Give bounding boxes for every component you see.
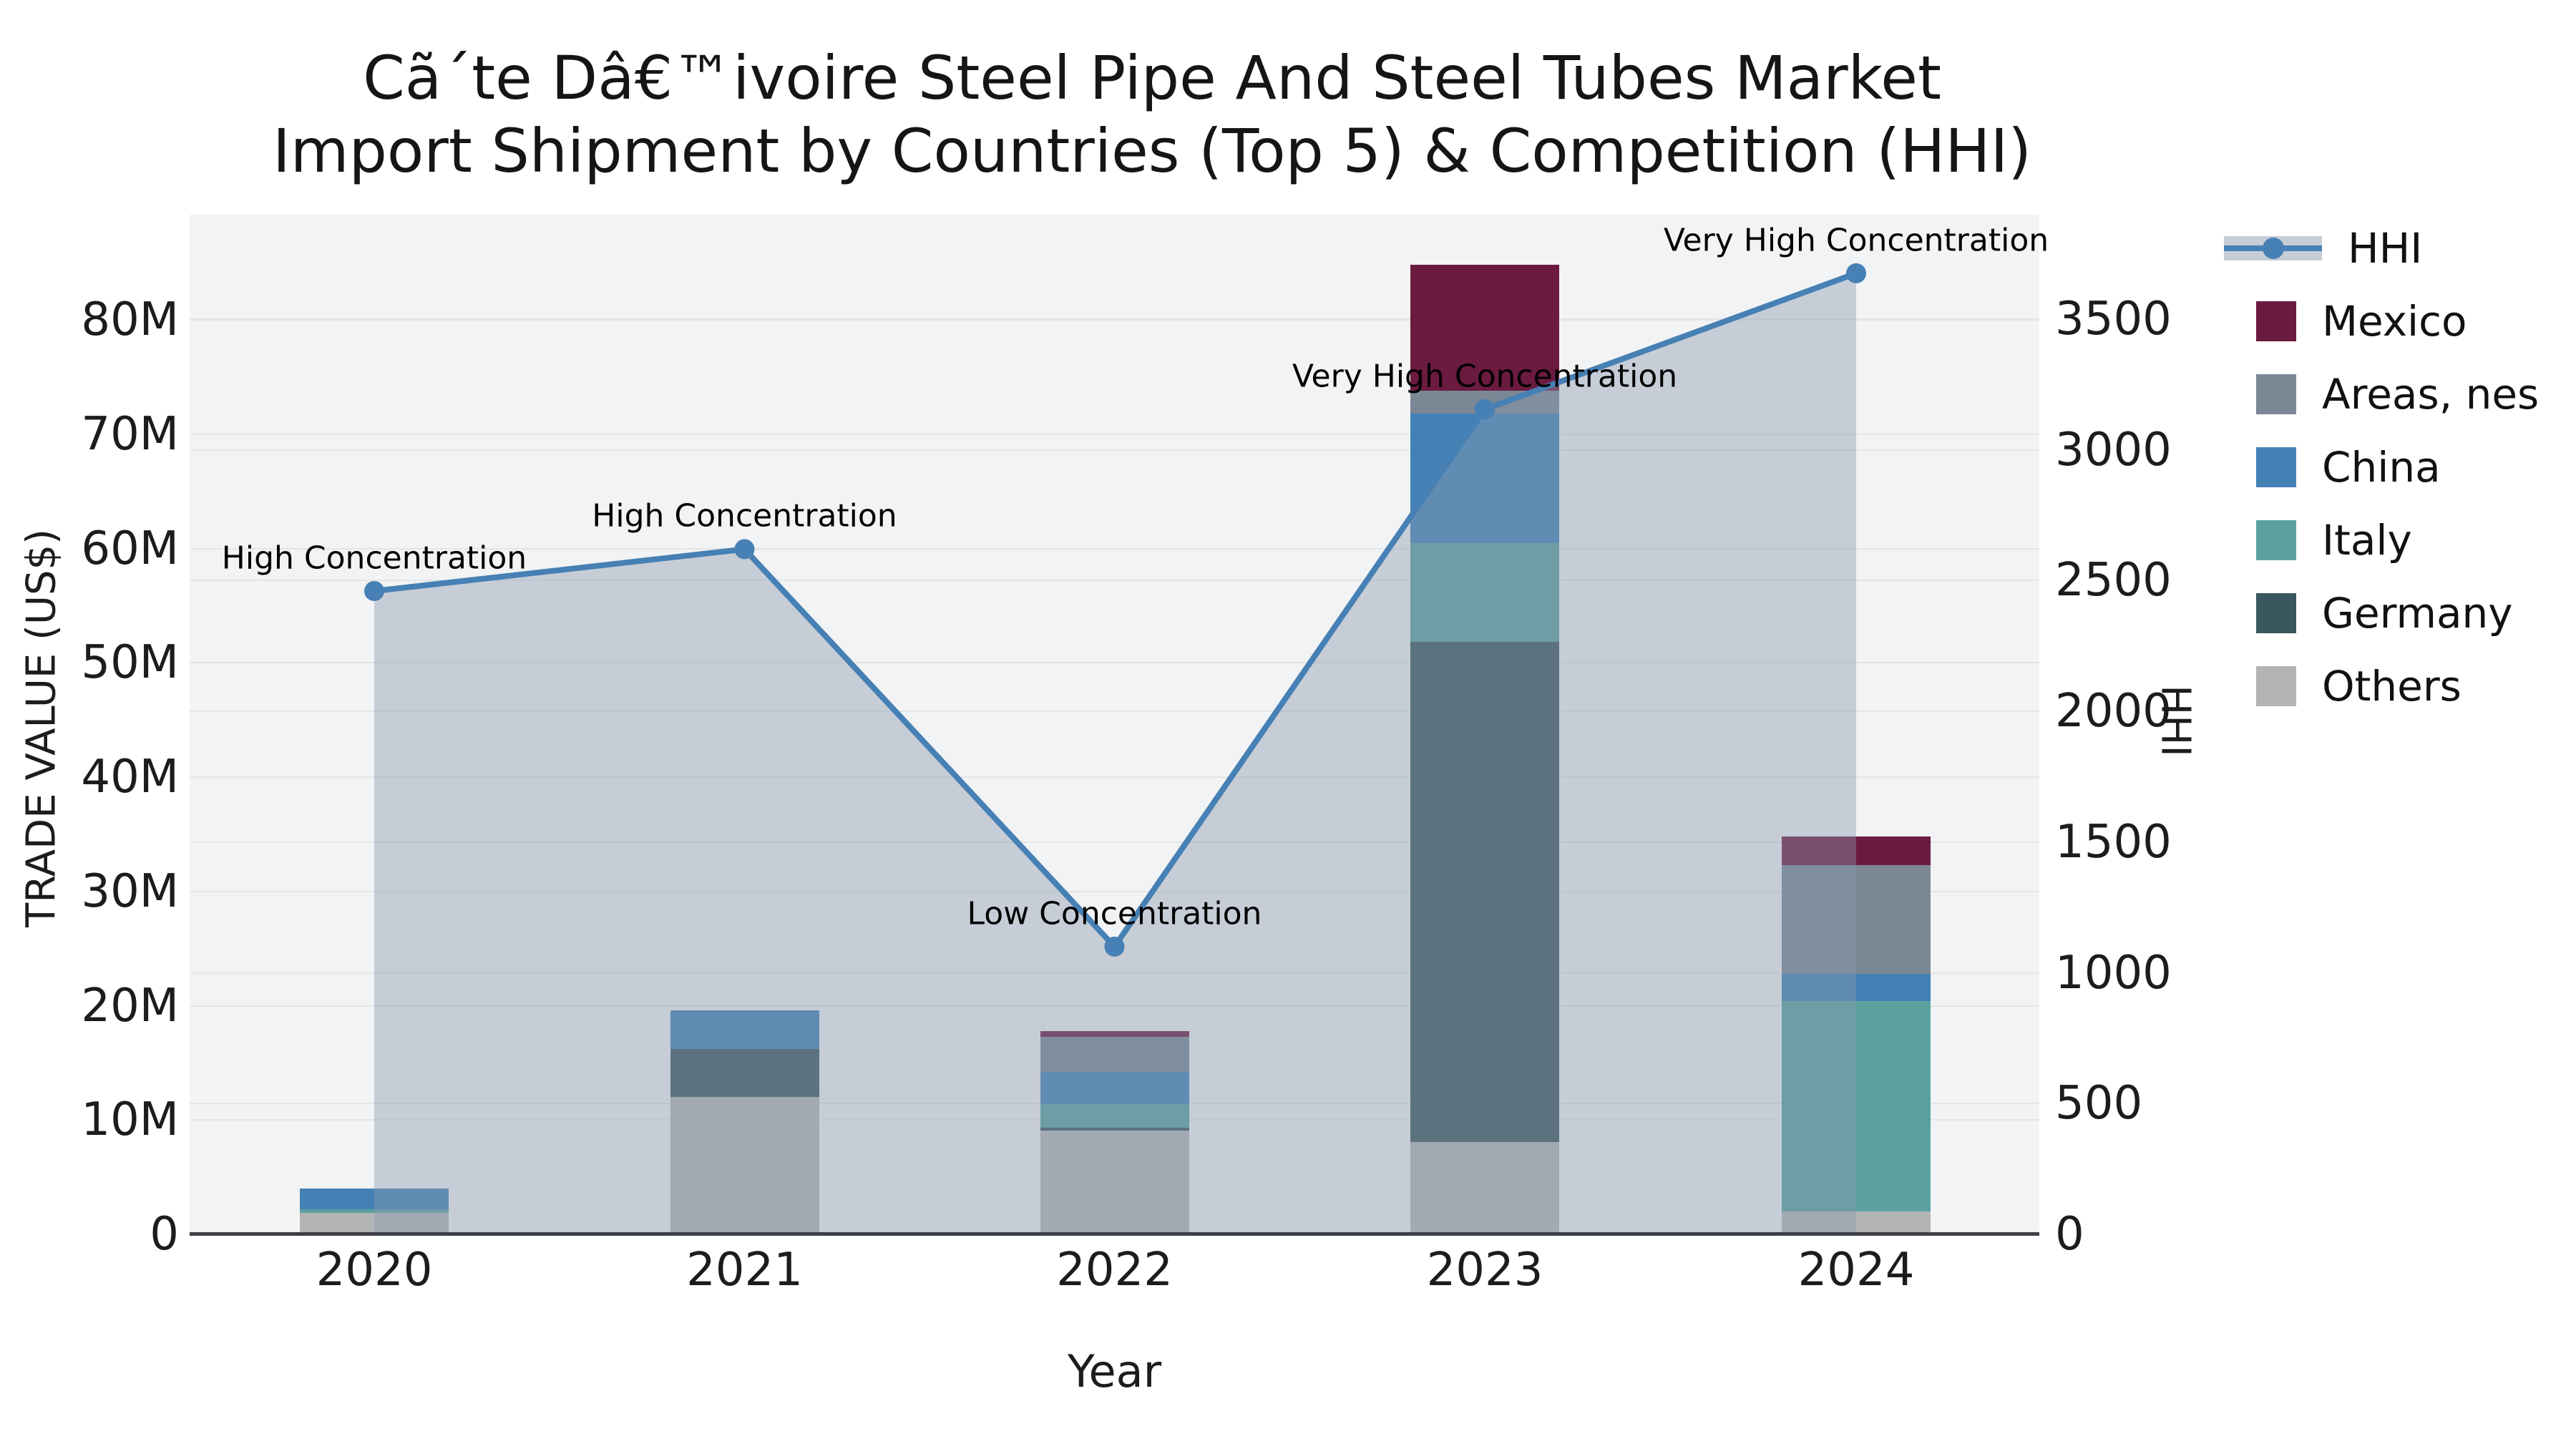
legend-label-others: Others [2322,662,2462,711]
bar-segment-2020-china [300,1189,449,1209]
legend-item-others: Others [2224,653,2462,720]
plot-area: High Concentration High Concentration Low … [190,215,2049,1236]
bar-segment-2024-italy [1782,1001,1931,1212]
x-tick-2022: 2022 [1056,1244,1173,1297]
legend-swatch-germany [2256,593,2296,633]
legend-hhi-marker-dot [2262,238,2284,259]
gridline-hhi-3500 [190,318,2039,320]
bar-segment-2022-others [1040,1130,1189,1234]
gridline-hhi-3000 [190,449,2039,451]
legend-item-hhi: HHI [2224,215,2422,282]
y-left-tick-20M: 20M [81,979,179,1033]
bar-segment-2022-areas-nes [1040,1036,1189,1073]
bar-segment-2023-others [1410,1141,1559,1234]
y-left-tick-10M: 10M [81,1093,179,1147]
bar-segment-2020-italy [300,1209,449,1213]
bar-segment-2024-others [1782,1211,1931,1234]
annotation-2022: Low Concentration [967,895,1262,932]
bar-segment-2021-china [670,1010,819,1050]
gridline-trade-70 [190,433,2039,435]
legend-label-areas-nes: Areas, nes [2322,370,2540,419]
gridline-trade-30 [190,890,2039,892]
chart-title-line1: Cã´te Dâ€™ivoire Steel Pipe And Steel Tu… [363,43,1941,113]
y-left-tick-60M: 60M [81,522,179,575]
bar-segment-2024-areas-nes [1782,865,1931,974]
y-left-tick-30M: 30M [81,864,179,918]
gridline-hhi-2500 [190,580,2039,582]
y-left-tick-40M: 40M [81,751,179,804]
hhi-marker-2023 [1475,399,1495,419]
bar-segment-2022-germany [1040,1127,1189,1131]
bar-segment-2022-china [1040,1072,1189,1104]
hhi-marker-2021 [734,539,755,560]
bar-segment-2021-germany [670,1049,819,1098]
legend-swatch-others [2256,666,2296,706]
gridline-hhi-2000 [190,711,2039,713]
legend-item-germany: Germany [2224,580,2513,647]
legend-label-germany: Germany [2322,589,2513,638]
legend-swatch-mexico [2256,301,2296,341]
bar-segment-2020-others [300,1212,449,1234]
y-right-axis-title: HHI [2152,685,2199,757]
legend-item-areas-nes: Areas, nes [2224,361,2539,428]
y-right-tick-2500: 2500 [2055,554,2172,608]
legend-swatch-china [2256,447,2296,487]
hhi-line-layer [364,263,1866,1234]
chart-title-line2: Import Shipment by Countries (Top 5) & C… [272,116,2032,187]
y-right-tick-3000: 3000 [2055,423,2172,477]
gridline-trade-40 [190,776,2039,778]
bar-segment-2022-italy [1040,1103,1189,1128]
gridline-trade-60 [190,547,2039,550]
x-tick-2021: 2021 [686,1244,803,1297]
y-left-tick-70M: 70M [81,407,179,461]
annotation-2020: High Concentration [221,540,527,577]
y-left-tick-0: 0 [150,1208,179,1261]
bar-segment-2021-others [670,1097,819,1234]
chart-title: Cã´te Dâ€™ivoire Steel Pipe And Steel Tu… [0,42,2304,188]
legend-swatch-hhi-line-icon [2224,236,2322,260]
gridline-trade-50 [190,662,2039,664]
gridline-trade-80 [190,319,2039,321]
y-right-tick-1500: 1500 [2055,815,2172,869]
hhi-marker-2022 [1104,936,1125,957]
legend-label-italy: Italy [2322,516,2412,565]
y-left-tick-80M: 80M [81,293,179,346]
gridline-trade-20 [190,1005,2039,1007]
x-tick-2023: 2023 [1426,1244,1543,1297]
legend-item-mexico: Mexico [2224,288,2467,355]
hhi-area-fill [374,273,1856,1234]
gridline-hhi-1500 [190,841,2039,843]
legend-swatch-italy [2256,520,2296,560]
bar-segment-2024-mexico [1782,836,1931,865]
legend-item-italy: Italy [2224,507,2412,574]
legend-swatch-areas-nes [2256,374,2296,414]
annotation-2021: High Concentration [592,497,897,535]
x-tick-2020: 2020 [316,1244,433,1297]
hhi-marker-2024 [1846,263,1866,283]
bar-segment-2023-germany [1410,642,1559,1142]
y-left-axis-title: TRADE VALUE (US$) [18,529,65,927]
x-axis-line [190,1232,2039,1236]
annotation-2024: Very High Concentration [1663,222,2049,259]
legend-label-hhi: HHI [2348,224,2423,273]
bar-segment-2023-italy [1410,542,1559,643]
y-right-tick-1000: 1000 [2055,946,2172,1000]
y-right-tick-2000: 2000 [2055,685,2172,738]
y-right-tick-500: 500 [2055,1077,2143,1131]
bar-segment-2022-mexico [1040,1030,1189,1037]
y-right-tick-0: 0 [2055,1208,2084,1261]
x-axis-title: Year [1067,1345,1162,1397]
x-tick-2024: 2024 [1797,1244,1915,1297]
gridline-hhi-1000 [190,972,2039,974]
legend-item-china: China [2224,434,2441,501]
annotation-2023: Very High Concentration [1292,358,1678,395]
y-left-tick-50M: 50M [81,636,179,690]
legend-label-mexico: Mexico [2322,297,2467,346]
bar-segment-2024-china [1782,973,1931,1002]
hhi-marker-2020 [364,580,384,601]
bar-segment-2023-mexico [1410,265,1559,391]
y-right-tick-3500: 3500 [2055,292,2172,346]
legend-label-china: China [2322,443,2441,492]
